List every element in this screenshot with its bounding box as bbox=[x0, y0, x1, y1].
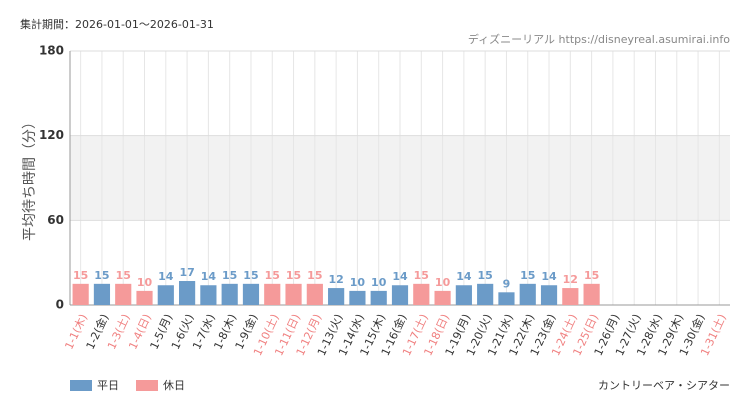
value-label: 9 bbox=[503, 277, 511, 290]
bar bbox=[136, 290, 153, 305]
bar bbox=[562, 288, 579, 305]
value-label: 15 bbox=[73, 269, 88, 282]
value-label: 10 bbox=[350, 276, 366, 289]
value-label: 15 bbox=[414, 269, 429, 282]
legend-swatch bbox=[70, 380, 92, 391]
bar bbox=[157, 285, 174, 305]
legend-swatch bbox=[136, 380, 158, 391]
value-label: 17 bbox=[179, 266, 194, 279]
value-label: 15 bbox=[584, 269, 599, 282]
value-label: 15 bbox=[222, 269, 237, 282]
y-tick-label: 60 bbox=[47, 213, 64, 227]
bar bbox=[264, 283, 281, 305]
bar bbox=[328, 288, 345, 305]
value-label: 15 bbox=[116, 269, 131, 282]
bar bbox=[583, 283, 600, 305]
bar bbox=[242, 283, 260, 305]
bar bbox=[455, 285, 472, 305]
value-label: 15 bbox=[307, 269, 322, 282]
attraction: カントリーベア・シアター bbox=[598, 379, 730, 392]
y-tick-label: 0 bbox=[56, 298, 64, 312]
bar bbox=[370, 290, 387, 305]
value-label: 10 bbox=[137, 276, 153, 289]
value-label: 10 bbox=[435, 276, 451, 289]
y-tick-label: 180 bbox=[39, 44, 64, 58]
value-label: 14 bbox=[456, 270, 472, 283]
bar bbox=[93, 283, 111, 305]
value-label: 14 bbox=[392, 270, 408, 283]
bar bbox=[349, 290, 366, 305]
legend-label: 休日 bbox=[163, 379, 185, 392]
bar bbox=[498, 292, 515, 305]
value-label: 15 bbox=[94, 269, 109, 282]
value-label: 15 bbox=[265, 269, 280, 282]
chart-title: 集計期間：2026-01-01～2026-01-31 bbox=[20, 17, 214, 31]
y-axis-label: 平均待ち時間（分） bbox=[22, 115, 38, 241]
bar bbox=[221, 283, 238, 305]
value-label: 15 bbox=[243, 269, 258, 282]
value-label: 15 bbox=[520, 269, 535, 282]
value-label: 15 bbox=[286, 269, 301, 282]
value-label: 15 bbox=[478, 269, 493, 282]
value-label: 14 bbox=[158, 270, 174, 283]
value-label: 10 bbox=[371, 276, 387, 289]
bar bbox=[285, 283, 302, 305]
value-label: 14 bbox=[541, 270, 557, 283]
bar bbox=[115, 283, 132, 305]
legend-label: 平日 bbox=[97, 379, 119, 392]
bar bbox=[72, 283, 89, 305]
y-tick-label: 120 bbox=[39, 128, 64, 142]
value-label: 14 bbox=[201, 270, 217, 283]
value-label: 12 bbox=[328, 273, 343, 286]
source: ディズニーリアル https://disneyreal.asumirai.inf… bbox=[468, 32, 730, 46]
value-label: 12 bbox=[563, 273, 578, 286]
bar bbox=[477, 283, 494, 305]
bar bbox=[434, 290, 451, 305]
bar bbox=[200, 285, 217, 305]
bar bbox=[306, 283, 323, 305]
bar bbox=[413, 283, 430, 305]
bar bbox=[540, 285, 558, 305]
bar bbox=[391, 285, 409, 305]
bar bbox=[519, 283, 536, 305]
bar bbox=[179, 281, 196, 305]
